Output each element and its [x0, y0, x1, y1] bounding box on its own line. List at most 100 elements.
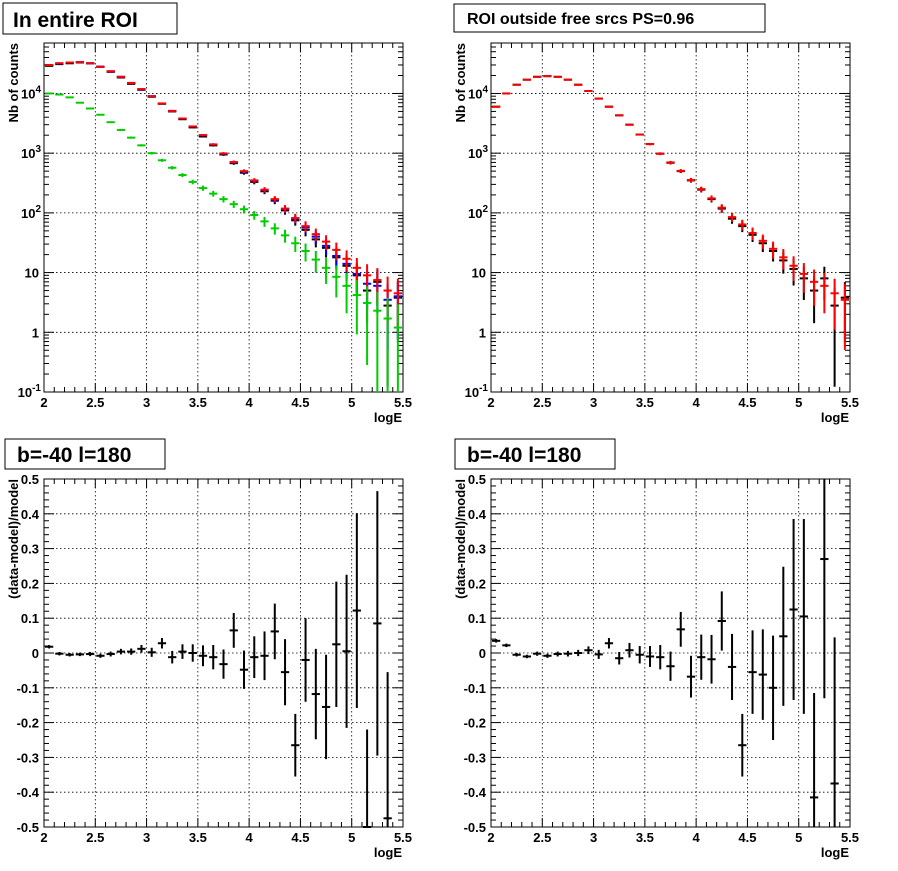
data-point — [137, 144, 146, 147]
data-point — [635, 133, 644, 136]
data-point — [645, 646, 655, 667]
y-tick-label: -0.4 — [464, 785, 487, 800]
data-point — [75, 652, 85, 657]
data-point — [342, 574, 351, 728]
series-3 — [45, 61, 402, 330]
data-point — [738, 219, 747, 231]
y-tick-label: 103 — [468, 144, 488, 161]
data-point — [615, 651, 624, 665]
data-point — [492, 639, 501, 643]
data-point — [666, 651, 675, 681]
data-point — [809, 269, 819, 306]
data-point — [676, 611, 685, 647]
x-tick-label: 5.5 — [394, 830, 412, 845]
data-point — [270, 223, 279, 235]
chart-title: ROI outside free srcs PS=0.96 — [467, 11, 694, 28]
data-point — [198, 134, 208, 137]
x-tick-label: 3.5 — [636, 830, 654, 845]
x-axis-label: logE — [821, 410, 849, 425]
data-point — [840, 283, 849, 350]
data-point — [789, 256, 798, 281]
data-point — [362, 286, 372, 366]
data-point — [291, 713, 300, 777]
x-tick-label: 2.5 — [533, 830, 551, 845]
data-point — [280, 229, 290, 243]
y-tick-label: 0.4 — [468, 507, 487, 522]
data-point — [157, 102, 167, 105]
data-point — [106, 121, 115, 124]
y-tick-label: 102 — [21, 204, 41, 221]
data-point — [584, 646, 593, 655]
data-point — [717, 204, 726, 212]
data-point — [686, 177, 696, 183]
x-tick-label: 4 — [246, 395, 254, 410]
x-axis-label: logE — [374, 410, 402, 425]
y-tick-label: -0.1 — [17, 681, 39, 696]
y-tick-label: 0.2 — [468, 576, 486, 591]
data-point — [157, 638, 167, 649]
data-point — [291, 236, 300, 253]
y-tick-label: 0 — [32, 646, 39, 661]
y-tick-label: 1 — [32, 325, 39, 340]
x-tick-label: 2.5 — [86, 395, 104, 410]
y-tick-label: 10-1 — [465, 383, 489, 400]
data-point — [260, 187, 269, 193]
data-point — [147, 647, 156, 657]
x-tick-label: 3 — [143, 830, 150, 845]
data-point — [137, 88, 146, 91]
data-point — [147, 95, 156, 98]
y-tick-label: -0.2 — [464, 716, 486, 731]
data-point — [768, 635, 778, 740]
data-point — [270, 196, 279, 203]
y-tick-label: -0.4 — [17, 785, 40, 800]
title-box — [454, 438, 616, 470]
data-point — [645, 142, 655, 146]
data-point — [96, 653, 105, 658]
data-point — [717, 591, 726, 651]
y-axis-label: (data-model)/model — [453, 479, 468, 599]
x-tick-label: 5 — [348, 830, 355, 845]
data-point — [604, 105, 614, 108]
data-point — [301, 618, 310, 702]
data-point — [352, 280, 361, 335]
y-tick-label: -0.2 — [17, 716, 39, 731]
x-tick-label: 5 — [795, 830, 802, 845]
data-point — [250, 211, 259, 220]
x-tick-label: 5.5 — [394, 395, 412, 410]
series-1 — [492, 75, 849, 387]
data-point — [584, 89, 593, 92]
data-point — [116, 128, 126, 131]
x-tick-label: 5 — [795, 395, 802, 410]
data-point — [779, 249, 788, 270]
x-tick-label: 3 — [590, 395, 597, 410]
data-point — [676, 169, 685, 173]
data-point — [502, 643, 511, 648]
y-tick-label: 10-1 — [18, 383, 42, 400]
x-tick-label: 5 — [348, 395, 355, 410]
data-point — [147, 151, 156, 155]
data-point — [512, 83, 521, 86]
data-point — [168, 650, 177, 664]
data-point — [830, 278, 839, 330]
data-point — [748, 630, 757, 714]
series-4 — [45, 92, 402, 392]
plot-frame — [490, 42, 851, 393]
residual-series — [45, 491, 392, 828]
data-point — [352, 513, 361, 708]
data-point — [127, 136, 136, 139]
data-point — [188, 125, 197, 128]
data-point — [809, 693, 819, 827]
data-point — [45, 644, 54, 649]
data-point — [75, 101, 85, 104]
data-point — [352, 258, 361, 284]
y-tick-label: -0.3 — [464, 750, 486, 765]
data-point — [594, 97, 603, 100]
data-point — [758, 234, 767, 250]
data-point — [137, 644, 146, 653]
data-point — [686, 655, 696, 698]
data-point — [383, 672, 392, 827]
data-point — [116, 648, 126, 655]
series-2 — [45, 61, 402, 350]
data-point — [707, 634, 716, 684]
x-tick-label: 4 — [693, 830, 701, 845]
